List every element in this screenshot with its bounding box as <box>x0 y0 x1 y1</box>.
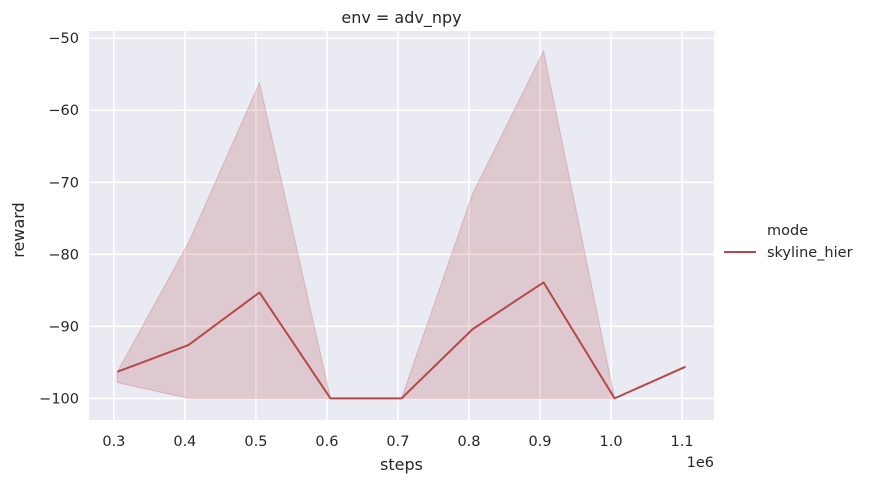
x-tick-label: 0.8 <box>457 434 480 450</box>
plot-area <box>89 31 714 420</box>
y-tick-label: −80 <box>48 247 79 263</box>
y-axis-ticks: −100 −90 −80 −70 −60 −50 <box>39 31 79 407</box>
x-tick-label: 0.3 <box>102 434 125 450</box>
x-tick-label: 1.0 <box>599 434 622 450</box>
y-tick-label: −60 <box>48 103 79 119</box>
x-axis-ticks: 0.3 0.4 0.5 0.6 0.7 0.8 0.9 1.0 1.1 <box>102 434 693 450</box>
series-lines <box>117 281 686 400</box>
x-tick-label: 0.6 <box>315 434 338 450</box>
legend-entry-skyline-hier: skyline_hier <box>767 245 853 261</box>
confidence-band <box>116 49 616 399</box>
x-tick-label: 0.9 <box>528 434 551 450</box>
ci-band-skyline_hier <box>116 49 616 399</box>
legend-title: mode <box>767 223 808 239</box>
x-axis-label: steps <box>380 455 423 474</box>
y-tick-label: −90 <box>48 319 79 335</box>
x-tick-label: 0.7 <box>386 434 409 450</box>
y-tick-label: −70 <box>48 175 79 191</box>
legend: mode skyline_hier <box>724 223 853 261</box>
x-offset-label: 1e6 <box>687 455 714 471</box>
y-tick-label: −50 <box>48 31 79 47</box>
x-tick-label: 0.5 <box>244 434 267 450</box>
chart-title: env = adv_npy <box>341 8 461 28</box>
x-tick-label: 0.4 <box>173 434 196 450</box>
y-tick-label: −100 <box>39 391 79 407</box>
y-axis-label: reward <box>9 202 28 257</box>
x-tick-label: 1.1 <box>671 434 694 450</box>
series-line-skyline_hier <box>117 281 686 400</box>
